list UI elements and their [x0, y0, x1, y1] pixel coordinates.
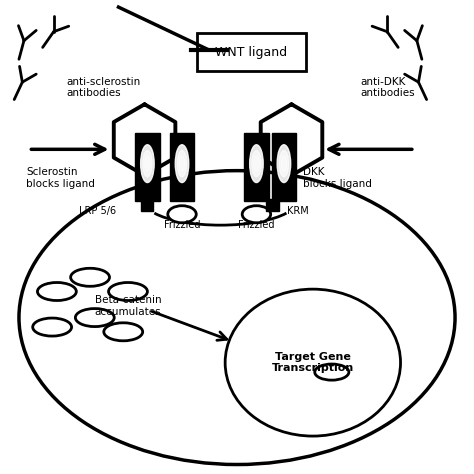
Ellipse shape: [225, 289, 401, 436]
Ellipse shape: [281, 156, 287, 171]
Ellipse shape: [175, 145, 189, 182]
Bar: [272, 133, 296, 201]
Ellipse shape: [33, 318, 72, 336]
Ellipse shape: [141, 145, 154, 182]
Text: Target Gene
Transcription: Target Gene Transcription: [272, 352, 354, 374]
Ellipse shape: [145, 156, 150, 171]
Text: anti-sclerostin
antibodies: anti-sclerostin antibodies: [66, 77, 141, 99]
Ellipse shape: [168, 206, 196, 223]
Text: WNT ligand: WNT ligand: [215, 46, 287, 59]
Ellipse shape: [252, 151, 261, 177]
Ellipse shape: [179, 156, 185, 171]
Text: anti-DKK
antibodies: anti-DKK antibodies: [360, 77, 415, 99]
Ellipse shape: [71, 268, 109, 286]
Ellipse shape: [19, 171, 455, 465]
Ellipse shape: [37, 283, 76, 301]
Ellipse shape: [277, 145, 291, 182]
FancyBboxPatch shape: [197, 33, 306, 71]
Text: LRP 5/6: LRP 5/6: [79, 206, 116, 216]
Text: Frizzled: Frizzled: [238, 220, 275, 230]
Bar: [244, 133, 269, 201]
Ellipse shape: [254, 156, 259, 171]
Text: KRM: KRM: [287, 206, 309, 216]
Ellipse shape: [177, 151, 187, 177]
Bar: [141, 199, 153, 211]
Ellipse shape: [109, 283, 147, 301]
Ellipse shape: [250, 145, 263, 182]
Text: Frizzled: Frizzled: [164, 220, 201, 230]
Bar: [170, 133, 194, 201]
Ellipse shape: [143, 151, 152, 177]
Ellipse shape: [279, 151, 289, 177]
Text: DKK
blocks ligand: DKK blocks ligand: [303, 167, 372, 189]
Ellipse shape: [75, 309, 114, 327]
Ellipse shape: [242, 206, 271, 223]
Ellipse shape: [315, 364, 349, 380]
Bar: [135, 133, 160, 201]
Ellipse shape: [104, 323, 143, 341]
Text: Sclerostin
blocks ligand: Sclerostin blocks ligand: [26, 167, 95, 189]
Text: Beta-catenin
accumulates: Beta-catenin accumulates: [95, 295, 162, 317]
Bar: [266, 199, 279, 211]
